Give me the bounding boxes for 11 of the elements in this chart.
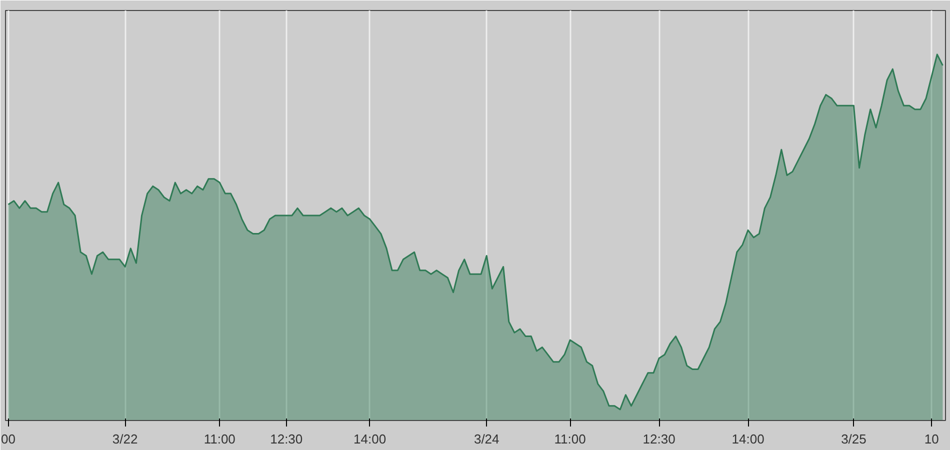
x-tick-label: 00 — [1, 432, 16, 446]
x-tick-label: 14:00 — [354, 432, 386, 446]
x-tick-label: 12:30 — [270, 432, 303, 446]
x-tick-label: 3/22 — [112, 432, 138, 446]
x-tick-label: 14:00 — [732, 432, 764, 446]
x-tick-label: 3/24 — [474, 432, 500, 446]
x-tick-label: 11:00 — [554, 432, 586, 446]
x-tick-label: 10 — [924, 432, 939, 446]
x-tick-label: 12:30 — [642, 432, 676, 446]
x-tick-label: 11:00 — [204, 432, 236, 446]
x-tick-label: 3/25 — [841, 432, 866, 446]
